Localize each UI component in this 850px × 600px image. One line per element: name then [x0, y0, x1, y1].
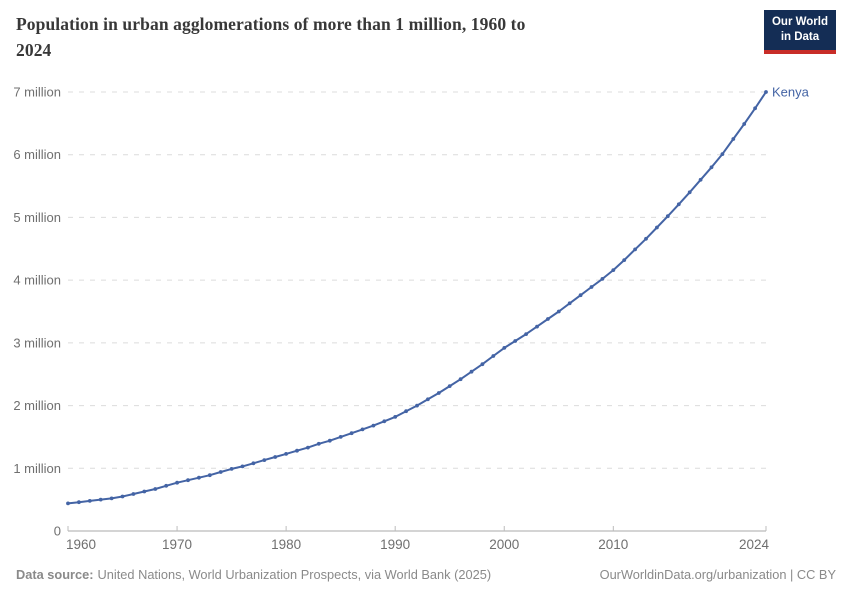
data-point[interactable]	[491, 354, 496, 358]
data-point[interactable]	[687, 190, 692, 195]
series-line-kenya[interactable]	[67, 91, 767, 505]
data-point[interactable]	[458, 377, 463, 382]
owid-logo-line2: in Data	[780, 30, 820, 43]
x-tick-label: 1980	[271, 537, 301, 552]
data-point[interactable]	[622, 258, 627, 262]
x-tick-label: 1970	[162, 537, 192, 552]
data-point[interactable]	[600, 277, 605, 281]
data-point[interactable]	[535, 324, 539, 329]
data-point[interactable]	[764, 90, 768, 94]
data-point[interactable]	[218, 470, 223, 474]
data-point[interactable]	[284, 452, 288, 456]
data-point[interactable]	[175, 480, 180, 485]
data-point[interactable]	[327, 438, 332, 443]
data-point[interactable]	[393, 415, 398, 419]
data-point[interactable]	[360, 427, 365, 432]
data-point[interactable]	[77, 500, 81, 505]
y-tick-label: 7 million	[13, 85, 61, 100]
x-tick-label: 1960	[66, 537, 96, 552]
x-tick-label: 1990	[380, 537, 410, 552]
data-point[interactable]	[295, 448, 299, 453]
x-tick-label: 2024	[739, 537, 770, 552]
data-source-label: Data source:	[16, 567, 94, 582]
data-point[interactable]	[644, 236, 648, 241]
data-point[interactable]	[753, 106, 757, 111]
data-point[interactable]	[731, 137, 736, 141]
data-point[interactable]	[306, 445, 310, 450]
data-point[interactable]	[197, 475, 201, 480]
y-tick-label: 5 million	[13, 210, 61, 225]
data-point[interactable]	[415, 403, 419, 408]
data-point[interactable]	[709, 165, 714, 170]
data-point[interactable]	[546, 317, 550, 321]
y-tick-label: 0	[54, 524, 61, 539]
data-point[interactable]	[349, 431, 354, 436]
data-point[interactable]	[426, 397, 430, 402]
data-point[interactable]	[273, 455, 278, 459]
y-tick-label: 6 million	[13, 147, 61, 162]
data-point[interactable]	[513, 339, 518, 343]
data-point[interactable]	[382, 419, 387, 424]
series-end-label[interactable]: Kenya	[772, 85, 810, 100]
data-point[interactable]	[655, 225, 659, 230]
chart-title: Population in urban agglomerations of mo…	[16, 14, 526, 61]
data-point[interactable]	[524, 332, 528, 336]
data-point[interactable]	[207, 473, 212, 478]
data-point[interactable]	[251, 461, 256, 466]
data-source-note: Data source: United Nations, World Urbani…	[16, 567, 491, 582]
data-point[interactable]	[611, 268, 616, 272]
data-point[interactable]	[698, 177, 703, 182]
data-point[interactable]	[447, 384, 452, 388]
data-point[interactable]	[131, 492, 136, 496]
data-point[interactable]	[665, 214, 670, 219]
data-point[interactable]	[720, 152, 725, 157]
data-point[interactable]	[98, 497, 103, 502]
data-point[interactable]	[240, 464, 245, 469]
credit-link[interactable]: OurWorldinData.org/urbanization | CC BY	[599, 567, 836, 582]
data-point[interactable]	[480, 362, 485, 367]
data-point[interactable]	[142, 489, 147, 494]
data-point[interactable]	[316, 441, 321, 446]
owid-logo-line1: Our World	[771, 16, 828, 28]
data-point[interactable]	[87, 499, 92, 503]
data-point[interactable]	[66, 501, 70, 506]
data-point[interactable]	[371, 423, 376, 428]
data-point[interactable]	[262, 458, 267, 462]
y-tick-label: 1 million	[13, 461, 61, 476]
data-point[interactable]	[120, 494, 125, 499]
data-point[interactable]	[589, 285, 594, 289]
owid-logo[interactable]: Our World in Data	[763, 10, 836, 54]
data-source-text: United Nations, World Urbanization Prosp…	[97, 567, 492, 582]
data-point[interactable]	[404, 409, 408, 414]
data-point[interactable]	[436, 391, 441, 395]
data-point[interactable]	[502, 346, 507, 350]
data-point[interactable]	[633, 247, 637, 252]
data-point[interactable]	[164, 483, 169, 488]
data-point[interactable]	[742, 122, 747, 126]
data-point[interactable]	[469, 369, 474, 374]
data-point[interactable]	[676, 202, 681, 207]
y-tick-label: 4 million	[13, 273, 61, 288]
y-tick-label: 2 million	[13, 398, 61, 413]
data-point[interactable]	[109, 496, 114, 501]
data-point[interactable]	[153, 487, 158, 491]
x-tick-label: 2010	[598, 537, 628, 552]
data-point[interactable]	[556, 309, 561, 314]
data-point[interactable]	[338, 435, 343, 439]
data-point[interactable]	[578, 293, 583, 298]
data-point[interactable]	[186, 478, 190, 483]
y-tick-label: 3 million	[13, 335, 61, 350]
x-tick-label: 2000	[489, 537, 519, 552]
chart-footer: Data source: United Nations, World Urbani…	[16, 567, 836, 582]
data-point[interactable]	[229, 467, 234, 471]
data-point[interactable]	[567, 301, 572, 306]
